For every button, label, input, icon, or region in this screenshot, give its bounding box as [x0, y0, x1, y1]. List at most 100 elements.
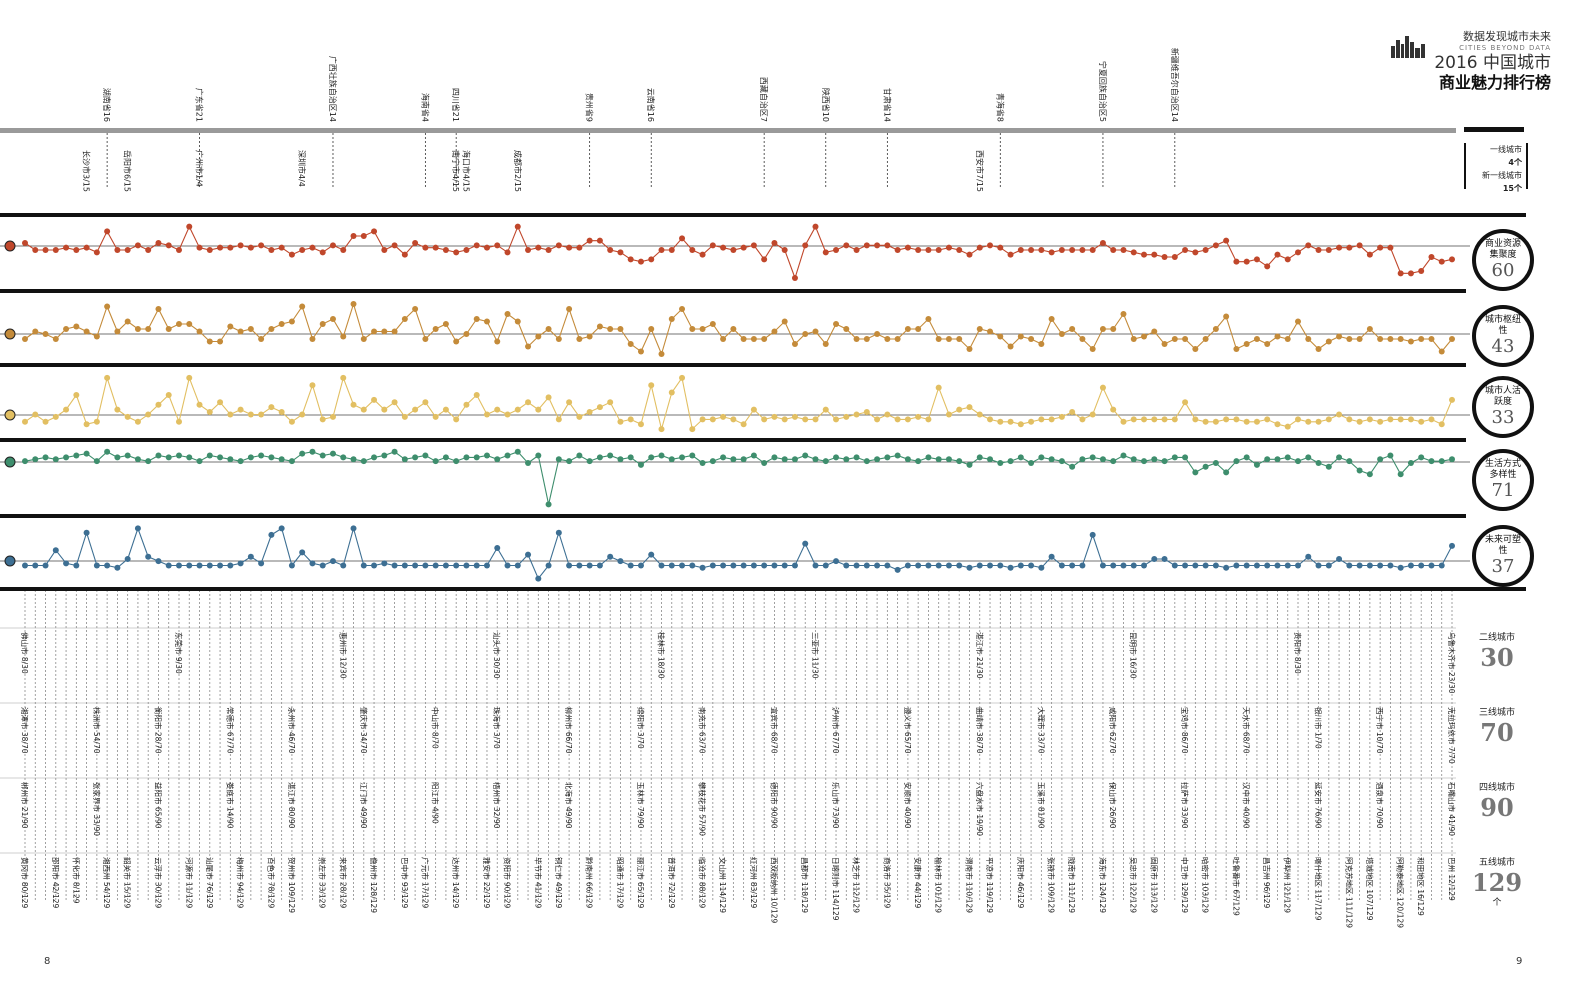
data-point: [1233, 562, 1240, 569]
data-point: [720, 454, 727, 461]
data-point: [535, 244, 542, 251]
data-point: [1284, 562, 1291, 569]
data-point: [976, 454, 983, 461]
data-point: [535, 406, 542, 413]
data-point: [648, 551, 655, 558]
data-point: [1151, 555, 1158, 562]
data-point: [1377, 418, 1384, 425]
data-point: [1336, 333, 1343, 340]
data-point: [124, 318, 131, 325]
data-point: [206, 409, 213, 416]
tier3-city-label: 常德市 67/70: [225, 707, 235, 754]
data-point: [1161, 341, 1168, 347]
data-point: [165, 326, 172, 332]
data-point: [535, 333, 542, 340]
province-label: 云南省16: [646, 88, 656, 122]
data-point: [93, 418, 100, 425]
capital-label: 深圳市4/4: [297, 150, 307, 187]
data-point: [1295, 249, 1302, 256]
data-point: [1274, 251, 1281, 258]
capital-label: 成都市2/15: [513, 150, 523, 192]
tier5-city-label: 巴州 12/129: [1447, 857, 1456, 901]
data-point: [1017, 454, 1024, 461]
tier5-city-label: 河源市 11/129: [184, 857, 194, 908]
data-point: [956, 406, 963, 413]
data-point: [1233, 458, 1240, 465]
province-label: 广西壮族自治区14: [328, 56, 338, 122]
data-point: [134, 242, 141, 249]
data-point: [391, 328, 398, 335]
data-point: [1295, 458, 1302, 465]
data-point: [268, 404, 275, 411]
data-point: [668, 456, 675, 463]
tier4-city-label: 保山市 26/90: [1108, 782, 1118, 829]
data-point: [945, 456, 952, 463]
data-point: [114, 328, 121, 335]
data-point: [442, 247, 449, 253]
data-point: [381, 328, 388, 335]
data-point: [1079, 336, 1086, 342]
data-point: [863, 562, 870, 569]
metric-name: 城市枢纽性: [1484, 315, 1521, 336]
data-point: [1130, 249, 1137, 256]
data-point: [196, 458, 203, 465]
data-point: [1110, 562, 1117, 569]
data-point: [268, 247, 275, 253]
data-point: [196, 562, 203, 569]
data-point: [1130, 456, 1137, 463]
data-point: [802, 242, 809, 249]
tier4-city-label: 北海市 49/90: [564, 782, 574, 829]
data-point: [1325, 463, 1332, 470]
data-point: [319, 249, 326, 256]
data-point: [699, 326, 706, 332]
tier5-city-label: 塔城地区 107/129: [1365, 857, 1375, 921]
metric-name: 生活方式多样性: [1484, 459, 1521, 480]
data-point: [791, 413, 798, 420]
data-point: [217, 399, 224, 406]
data-point: [637, 562, 644, 569]
data-point: [1171, 562, 1178, 569]
data-point: [945, 562, 952, 569]
data-point: [1397, 336, 1404, 342]
data-point: [915, 326, 922, 332]
data-point: [1274, 333, 1281, 340]
data-point: [1171, 416, 1178, 423]
data-point: [206, 562, 213, 569]
data-point: [1069, 463, 1076, 470]
data-point: [258, 242, 265, 249]
data-point: [627, 341, 634, 347]
data-point: [1223, 564, 1230, 571]
data-point: [247, 411, 254, 418]
tier4-label: 四线城市: [1478, 783, 1515, 793]
data-point: [114, 564, 121, 571]
data-point: [535, 575, 542, 582]
data-point: [155, 401, 162, 408]
data-point: [1120, 562, 1127, 569]
data-point: [945, 411, 952, 418]
data-point: [473, 391, 480, 398]
data-point: [401, 562, 408, 569]
data-point: [381, 406, 388, 413]
data-point: [771, 562, 778, 569]
data-point: [884, 562, 891, 569]
data-point: [1387, 452, 1394, 459]
tier5-city-label: 商洛市 35/129: [882, 857, 892, 908]
data-point: [915, 458, 922, 465]
data-point: [453, 416, 460, 423]
data-point: [679, 562, 686, 569]
data-point: [730, 416, 737, 423]
data-point: [104, 228, 111, 235]
data-point: [566, 399, 573, 406]
data-point: [1397, 471, 1404, 478]
data-point: [1069, 247, 1076, 253]
data-point: [227, 244, 234, 251]
tier5-city-label: 汕尾市 76/129: [205, 857, 215, 908]
data-point: [1017, 333, 1024, 340]
tier5-city-label: 云浮市 30/129: [153, 857, 163, 908]
series-line: [24, 225, 1453, 280]
data-point: [494, 545, 501, 552]
data-point: [114, 454, 121, 461]
data-point: [874, 416, 881, 423]
data-point: [1366, 562, 1373, 569]
data-point: [884, 411, 891, 418]
